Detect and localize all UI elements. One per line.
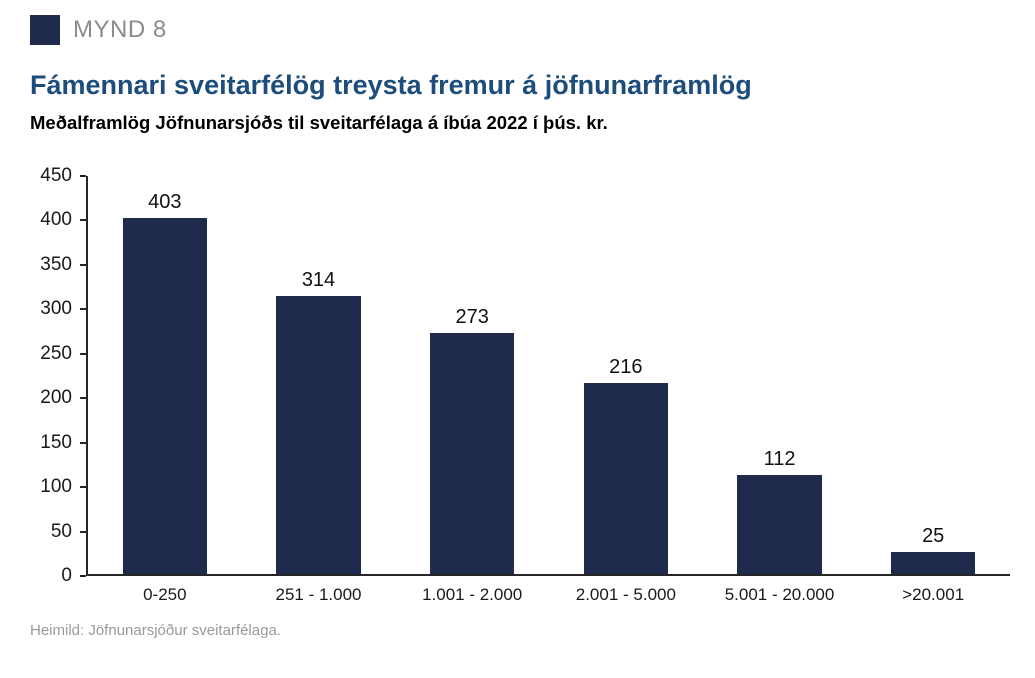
x-axis-label: 2.001 - 5.000 (575, 585, 676, 604)
x-axis-label: 1.001 - 2.000 (422, 585, 523, 604)
bar-group: 216 2.001 - 5.000 (549, 176, 703, 604)
bar (429, 332, 515, 574)
bar-group: 25 >20.001 (856, 176, 1010, 604)
y-axis-tick-label: 450 (40, 165, 72, 186)
bar-value-label: 112 (763, 447, 796, 470)
y-axis-tickmark (80, 486, 86, 489)
bar-group: 273 1.001 - 2.000 (395, 176, 549, 604)
figure-header: MYND 8 (30, 14, 1010, 46)
bar (122, 217, 208, 574)
bar-group: 112 5.001 - 20.000 (703, 176, 857, 604)
y-axis-tick-label: 300 (40, 298, 72, 320)
y-axis-tick-label: 50 (50, 520, 72, 542)
bar-value-label: 273 (455, 305, 489, 328)
y-axis-tickmark (80, 530, 86, 533)
brand-accent-square (30, 15, 60, 45)
y-axis-tick-label: 100 (40, 476, 72, 498)
bar-group: 403 0-250 (88, 176, 242, 604)
y-axis-tick-label: 150 (40, 431, 72, 453)
plot-area: 403 0-250 314 251 - 1.000 273 1.001 - 2.000 21… (86, 176, 1010, 604)
y-axis-tick-label: 400 (40, 209, 72, 231)
y-axis-tick-label: 350 (40, 253, 72, 275)
x-axis-label: >20.001 (902, 585, 965, 604)
x-axis-label: 0-250 (143, 585, 187, 604)
bar-value-label: 403 (148, 190, 182, 213)
bar (890, 551, 976, 574)
y-axis-tickmark (80, 575, 86, 577)
y-axis-tick-label: 200 (40, 387, 72, 409)
bar-value-label: 216 (609, 355, 643, 378)
y-axis-tickmark (80, 397, 86, 400)
bar-chart: 450 400 350 300 250 200 150 100 50 0 403 0-250 314 2… (30, 165, 1010, 604)
y-axis-tickmark (80, 352, 86, 355)
y-axis-tickmark (80, 263, 86, 266)
bar-group: 314 251 - 1.000 (242, 176, 396, 604)
bar (583, 382, 669, 574)
y-axis: 450 400 350 300 250 200 150 100 50 0 (30, 165, 86, 586)
bar (276, 296, 361, 574)
bar-value-label: 25 (922, 524, 945, 547)
source-note: Heimild: Jöfnunarsjóður sveitarfélaga. (30, 622, 281, 639)
x-axis-label: 251 - 1.000 (275, 585, 362, 604)
x-axis-label: 5.001 - 20.000 (724, 585, 835, 604)
y-axis-tickmark (80, 175, 86, 177)
y-axis-tick-label: 0 (61, 565, 72, 586)
y-axis-tickmark (80, 308, 86, 311)
figure-label: MYND 8 (73, 16, 167, 43)
bar (737, 474, 822, 574)
chart-title: Fámennari sveitarfélög treysta fremur á … (30, 70, 752, 100)
y-axis-tick-label: 250 (40, 342, 72, 364)
y-axis-tickmark (80, 441, 86, 444)
y-axis-tickmark (80, 219, 86, 222)
bar-value-label: 314 (301, 269, 336, 292)
chart-subtitle: Meðalframlög Jöfnunarsjóðs til sveitarfé… (30, 112, 608, 133)
